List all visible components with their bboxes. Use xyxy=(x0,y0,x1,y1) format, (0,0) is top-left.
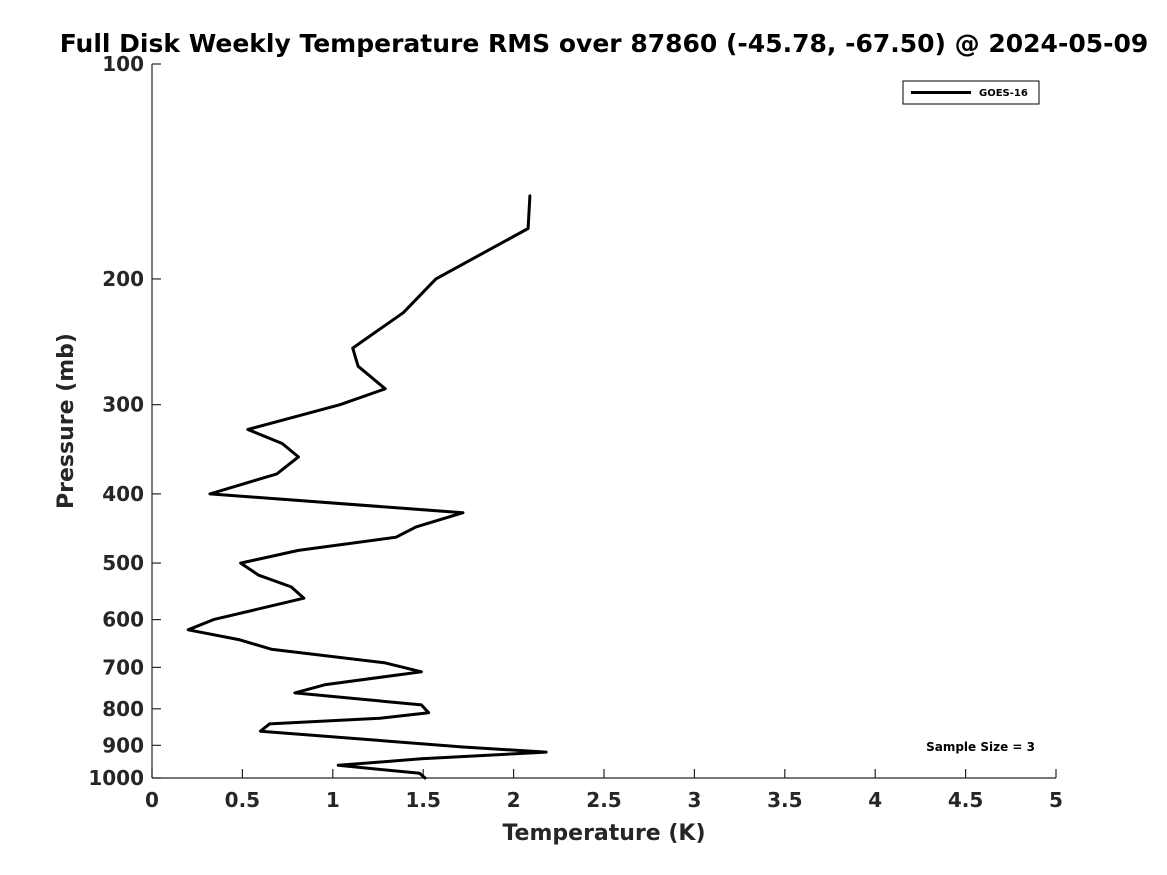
x-tick-label: 4 xyxy=(868,788,882,812)
y-tick-label: 700 xyxy=(102,655,144,679)
x-tick-label: 2 xyxy=(507,788,521,812)
y-tick-label: 100 xyxy=(102,52,144,76)
series-line-goes-16 xyxy=(186,194,548,780)
x-tick-label: 4.5 xyxy=(948,788,983,812)
y-tick-label: 300 xyxy=(102,393,144,417)
x-axis-label: Temperature (K) xyxy=(502,821,705,846)
x-tick-label: 5 xyxy=(1049,788,1063,812)
chart-title: Full Disk Weekly Temperature RMS over 87… xyxy=(60,29,1149,58)
y-tick-label: 800 xyxy=(102,697,144,721)
legend: GOES-16 xyxy=(902,80,1040,105)
y-tick-label: 1000 xyxy=(88,766,144,790)
sample-size-annotation: Sample Size = 3 xyxy=(926,740,1035,754)
y-tick-label: 400 xyxy=(102,482,144,506)
x-axis-ticks: 0 0.5 1 1.5 2 2.5 3 3.5 4 4.5 5 xyxy=(145,769,1063,812)
y-tick-label: 500 xyxy=(102,551,144,575)
x-tick-label: 0.5 xyxy=(225,788,260,812)
x-tick-label: 1.5 xyxy=(405,788,440,812)
plot-area xyxy=(152,64,1056,778)
legend-label: GOES-16 xyxy=(979,88,1028,99)
x-tick-label: 2.5 xyxy=(586,788,621,812)
y-tick-label: 900 xyxy=(102,733,144,757)
x-tick-label: 0 xyxy=(145,788,159,812)
y-axis-ticks: 100 200 300 400 500 600 700 800 900 1000 xyxy=(88,52,161,790)
y-axis-label: Pressure (mb) xyxy=(54,333,79,509)
y-tick-label: 200 xyxy=(102,267,144,291)
series-layer xyxy=(186,194,548,780)
x-tick-label: 1 xyxy=(326,788,340,812)
x-tick-label: 3.5 xyxy=(767,788,802,812)
x-tick-label: 3 xyxy=(687,788,701,812)
y-tick-label: 600 xyxy=(102,608,144,632)
